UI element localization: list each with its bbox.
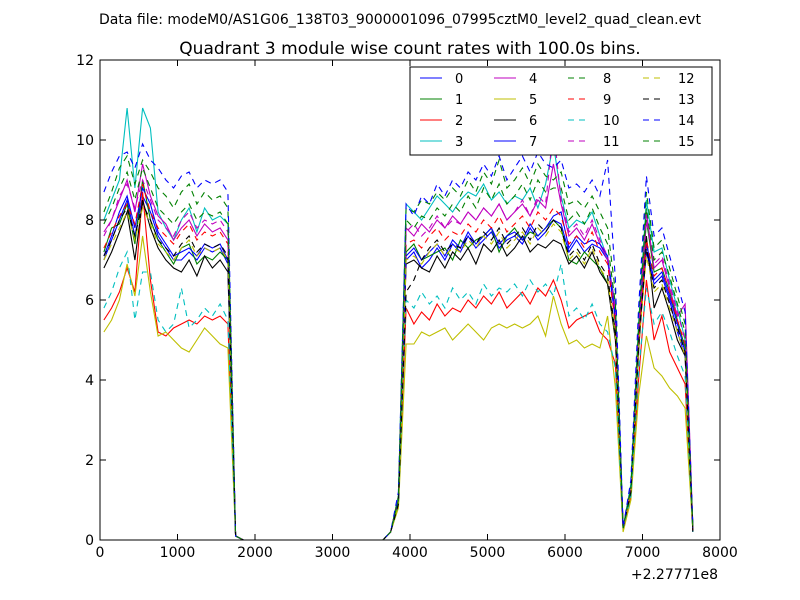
legend-label-0: 0 [455,72,463,87]
x-tick-label: 3000 [315,545,351,561]
legend-label-7: 7 [529,135,537,150]
x-tick-label: 2000 [237,545,273,561]
series-line-10 [103,250,694,540]
legend-label-9: 9 [603,93,611,108]
legend-label-6: 6 [529,114,537,129]
x-tick-label: 7000 [625,545,661,561]
y-tick-label: 4 [85,373,94,389]
legend-label-12: 12 [678,72,695,87]
series-line-5 [103,235,694,540]
plot-frame [99,59,721,541]
legend-label-1: 1 [455,93,463,108]
x-offset-label: +2.27771e8 [631,567,718,583]
y-tick-label: 12 [76,53,94,69]
legend-label-11: 11 [603,135,620,150]
legend-label-3: 3 [455,135,463,150]
x-tick-label: 4000 [392,545,428,561]
x-tick-label: 1000 [160,545,196,561]
x-tick-label: 8000 [702,545,738,561]
x-tick-label: 5000 [470,545,506,561]
legend-label-4: 4 [529,72,537,87]
series-line-13 [103,202,694,540]
chart-title: Quadrant 3 module wise count rates with … [179,39,640,59]
legend-frame [409,66,713,156]
y-tick-label: 2 [85,453,94,469]
y-tick-label: 0 [85,533,94,549]
y-tick-label: 6 [85,293,94,309]
legend-label-10: 10 [603,114,620,129]
series-line-15 [103,166,694,540]
legend-label-14: 14 [678,114,695,129]
legend-label-15: 15 [678,135,695,150]
legend-label-13: 13 [678,93,695,108]
series-layer [103,107,694,540]
datafile-label: Data file: modeM0/AS1G06_138T03_90000010… [99,12,701,28]
legend-label-8: 8 [603,72,611,87]
legend-label-5: 5 [529,93,537,108]
y-tick-label: 8 [85,213,94,229]
axis-ticks: 0 1000 2000 3000 4000 5000 6000 7000 80000246810… [76,53,738,561]
series-line-9 [103,183,694,540]
legend-label-2: 2 [455,114,463,129]
y-tick-label: 10 [76,133,94,149]
x-tick-label: 0 [96,545,105,561]
x-tick-label: 6000 [547,545,583,561]
